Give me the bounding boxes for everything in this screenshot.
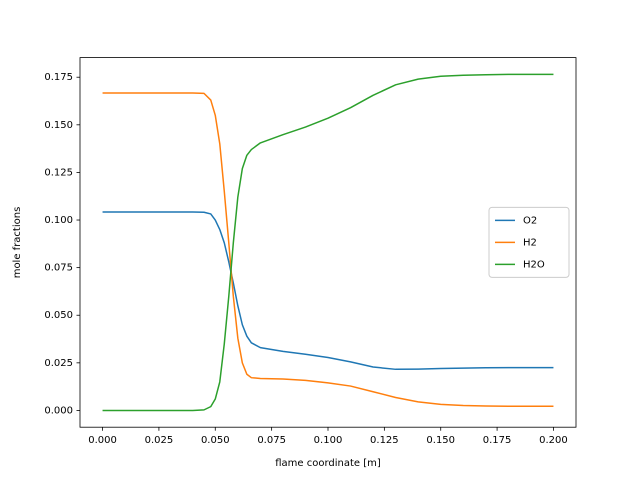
legend-label: O2 <box>523 215 537 226</box>
line <box>102 92 554 407</box>
y-tick-label: 0.025 <box>44 358 73 369</box>
line <box>102 73 554 412</box>
x-tick-label: 0.050 <box>201 435 230 446</box>
y-tick-label: 0.050 <box>44 310 73 321</box>
legend-label: H2O <box>523 259 545 270</box>
x-tick-label: 0.200 <box>539 435 568 446</box>
y-tick-label: 0.150 <box>44 120 73 131</box>
x-tick-label: 0.150 <box>426 435 455 446</box>
line <box>102 211 554 371</box>
y-tick-label: 0.175 <box>44 72 73 83</box>
x-tick-label: 0.125 <box>370 435 399 446</box>
y-axis-label: mole fractions <box>12 207 23 279</box>
x-tick-label: 0.175 <box>483 435 512 446</box>
legend-label: H2 <box>523 237 537 248</box>
y-tick-label: 0.125 <box>44 167 73 178</box>
y-tick-label: 0.075 <box>44 263 73 274</box>
y-tick-label: 0.000 <box>44 405 73 416</box>
y-tick-label: 0.100 <box>44 215 73 226</box>
x-axis-label: flame coordinate [m] <box>275 458 381 469</box>
x-tick-label: 0.000 <box>88 435 117 446</box>
x-tick-label: 0.075 <box>257 435 286 446</box>
x-tick-label: 0.100 <box>314 435 343 446</box>
x-tick-label: 0.025 <box>145 435 174 446</box>
legend-box <box>488 206 570 278</box>
axes-frame <box>79 57 577 428</box>
